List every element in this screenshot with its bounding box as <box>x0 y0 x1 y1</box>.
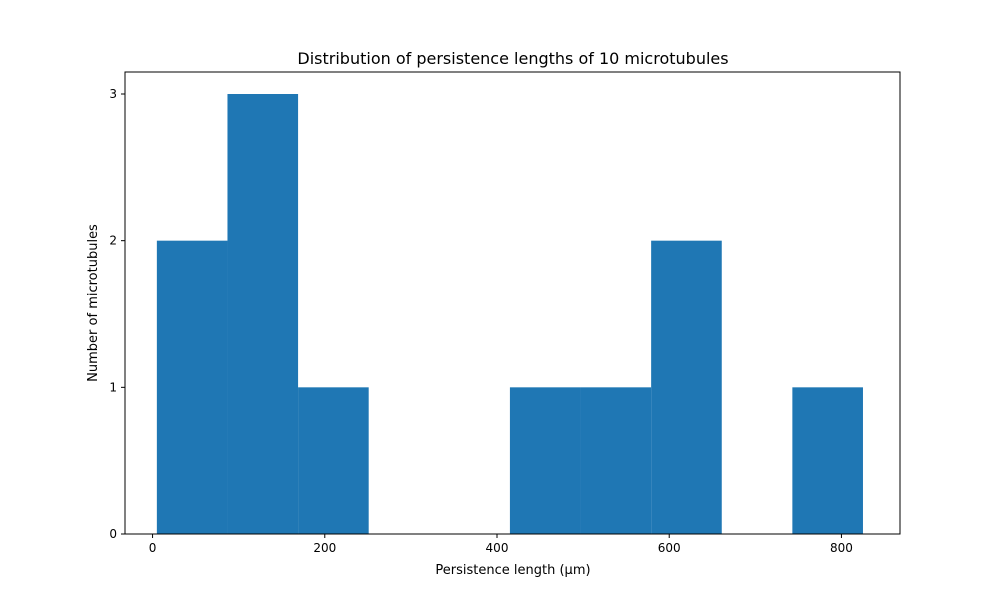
x-tick-label: 600 <box>658 541 681 555</box>
x-tick-label: 0 <box>149 541 157 555</box>
histogram-bar <box>156 240 228 535</box>
y-tick-label: 0 <box>109 527 117 541</box>
x-axis-label: Persistence length (μm) <box>435 563 590 578</box>
chart-title: Distribution of persistence lengths of 1… <box>297 49 728 68</box>
plot-frame <box>124 71 901 535</box>
x-tick-label: 800 <box>830 541 853 555</box>
x-tick-label: 200 <box>313 541 336 555</box>
y-tick-label: 2 <box>109 234 117 248</box>
y-axis-label: Number of microtubules <box>86 224 101 382</box>
histogram-bar <box>792 387 863 534</box>
y-tick-label: 1 <box>109 380 117 394</box>
histogram-bar <box>227 94 299 534</box>
histogram-bar <box>509 387 581 534</box>
y-tick-label: 3 <box>109 87 117 101</box>
histogram-bar <box>580 387 652 534</box>
x-tick-label: 400 <box>486 541 509 555</box>
histogram-bar <box>298 387 369 534</box>
bars-group <box>156 94 863 535</box>
x-axis-ticks: 0 200 400 600 800 <box>149 534 853 555</box>
histogram-bar <box>651 240 722 535</box>
y-axis-ticks: 0 1 2 3 <box>109 87 125 541</box>
